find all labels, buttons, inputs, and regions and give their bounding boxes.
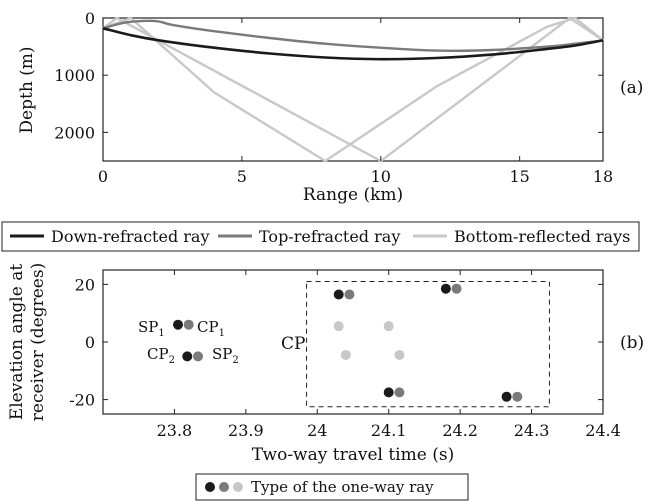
scatter-point-bottom: [383, 321, 394, 332]
y-tick-label-a: 2000: [54, 123, 95, 142]
series-line-bottom-2: [102, 16, 604, 163]
x-tick-label-b: 24: [307, 421, 327, 440]
y-tick-label-b: 0: [85, 333, 95, 352]
points-group-b: [173, 283, 523, 402]
legend-b: Type of the one-way ray: [195, 473, 469, 501]
y-tick-label-a: 0: [85, 9, 95, 28]
cp1-annotation: CP1: [197, 318, 225, 339]
legend-a-frame: [1, 221, 640, 252]
x-tick-label-a: 15: [509, 167, 529, 186]
series-line-down: [102, 27, 604, 61]
scatter-point-down: [501, 391, 512, 402]
y-tick-label-b: 20: [75, 275, 95, 294]
y-tick-label-a: 1000: [54, 66, 95, 85]
x-tick-label-b: 24.3: [514, 421, 550, 440]
scatter-point-bottom: [340, 349, 351, 360]
legend-b-dot-bottom: [233, 482, 243, 492]
scatter-point-top: [193, 351, 203, 362]
cp-dashed-box: [306, 281, 550, 408]
x-tick-label-a: 0: [98, 167, 108, 186]
sp1-annotation: SP1: [138, 318, 165, 339]
x-tick-label-b: 23.9: [228, 421, 264, 440]
x-tick-label-b: 24.4: [585, 421, 621, 440]
legend-a: Down-refracted ray Top-refracted ray Bot…: [1, 221, 640, 252]
panel-label-a: (a): [620, 78, 643, 98]
series-group-a: [102, 16, 604, 163]
scatter-point-down: [440, 283, 451, 294]
legend-label-bottom: Bottom-reflected rays: [454, 227, 630, 246]
legend-label-top: Top-refracted ray: [259, 227, 400, 246]
y-tick-label-b: -20: [69, 391, 95, 410]
scatter-point-top: [512, 391, 523, 402]
series-line-top: [102, 19, 604, 52]
y-axis-label-b-line1: Elevation angle at: [7, 264, 27, 421]
legend-b-dot-top: [219, 482, 229, 492]
panel-a: 0 5 10 15 18 0 1000 2000 Range (km) Depth (m) (…: [17, 9, 643, 205]
x-tick-label-a: 10: [371, 167, 391, 186]
panel-label-b: (b): [620, 333, 644, 353]
scatter-point-down: [173, 319, 183, 330]
y-axis-label-b-line2: receiver (degrees): [28, 263, 48, 421]
y-axis-label-a: Depth (m): [17, 46, 37, 133]
cp-box-label: CP: [281, 334, 305, 354]
sp2-annotation: SP2: [212, 345, 239, 366]
scatter-point-bottom: [394, 349, 405, 360]
scatter-point-down: [333, 289, 344, 300]
x-tick-label-b: 24.2: [442, 421, 478, 440]
x-tick-label-a: 5: [237, 167, 247, 186]
series-line-bottom: [102, 16, 604, 163]
x-axis-label-a: Range (km): [303, 185, 403, 205]
scatter-point-down: [383, 387, 394, 398]
ticks-b: 23.8 23.9 24 24.1 24.2 24.3 24.4 -20 0 20: [69, 270, 621, 440]
ticks-a: 0 5 10 15 18 0 1000 2000: [54, 9, 613, 186]
scatter-point-down: [182, 351, 193, 362]
legend-b-label: Type of the one-way ray: [251, 478, 434, 496]
plot-area-a: [102, 17, 604, 162]
x-tick-label-b: 24.1: [371, 421, 407, 440]
x-axis-label-b: Two-way travel time (s): [252, 445, 454, 465]
x-tick-label-b: 23.8: [157, 421, 193, 440]
legend-b-dot-down: [205, 482, 215, 492]
legend-label-down: Down-refracted ray: [51, 227, 210, 246]
scatter-point-top: [183, 319, 194, 330]
scatter-point-bottom: [333, 321, 344, 332]
cp-box-group: [306, 281, 550, 408]
scatter-point-top: [344, 289, 355, 300]
x-tick-label-a: 18: [593, 167, 613, 186]
scatter-point-top: [451, 283, 462, 294]
cp2-annotation: CP2: [147, 345, 175, 366]
scatter-point-top: [394, 387, 405, 398]
